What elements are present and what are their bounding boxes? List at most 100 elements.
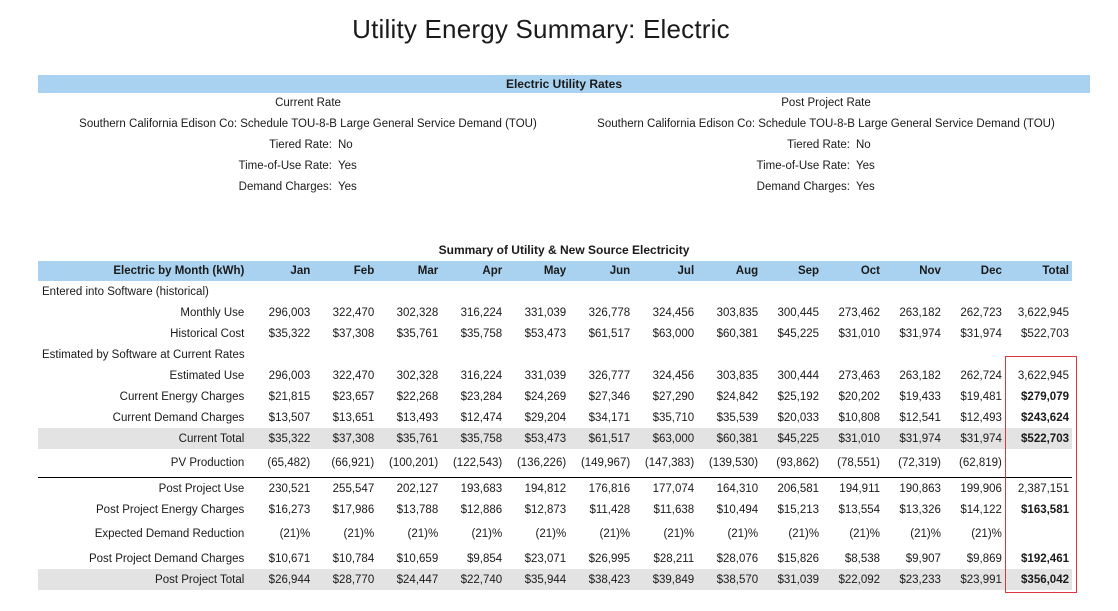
row-label: PV Production <box>170 457 245 469</box>
table-row: Post Project Demand Charges $10,671 $10,78… <box>38 548 1072 569</box>
month-cell: $10,494 <box>716 503 759 516</box>
month-cell: (21)% <box>407 528 439 540</box>
month-cell: 303,835 <box>716 306 759 319</box>
month-cell: 316,224 <box>460 306 503 319</box>
month-cell: 331,039 <box>524 369 567 382</box>
post-tiered-label: Tiered Rate: <box>787 139 850 151</box>
table-row: Historical Cost $35,322 $37,308 $35,761 $35,… <box>38 323 1072 344</box>
month-cell: $35,539 <box>716 411 759 424</box>
month-cell: $38,423 <box>569 569 634 590</box>
total-cell: $163,581 <box>1021 503 1069 516</box>
month-cell: $31,039 <box>761 569 823 590</box>
month-cell: 262,723 <box>960 306 1002 319</box>
month-cell: (122,543) <box>452 457 503 469</box>
column-header-may: May <box>505 261 570 281</box>
month-cell: $63,000 <box>652 327 695 340</box>
month-cell: 190,863 <box>883 477 944 499</box>
total-cell: 3,622,945 <box>1017 369 1069 382</box>
month-cell: 324,456 <box>652 306 695 319</box>
electric-summary-table: Electric by Month (kWh) Jan Feb Mar Apr May Ju… <box>38 261 1072 590</box>
month-cell: $35,322 <box>252 428 314 449</box>
month-cell: $11,428 <box>589 503 631 516</box>
month-cell: $53,473 <box>505 428 570 449</box>
column-header-jan: Jan <box>252 261 314 281</box>
month-cell: (147,383) <box>644 457 695 469</box>
post-tou-rate: Time-of-Use Rate: Yes <box>556 159 1096 180</box>
month-cell: $31,010 <box>838 327 881 340</box>
column-header-nov: Nov <box>883 261 944 281</box>
page-title: Utility Energy Summary: Electric <box>352 14 730 44</box>
month-cell: $35,758 <box>441 428 506 449</box>
month-cell: $23,233 <box>883 569 944 590</box>
total-cell: $522,703 <box>1021 327 1069 340</box>
month-cell: $20,033 <box>777 411 820 424</box>
month-cell: $61,517 <box>569 428 634 449</box>
row-label: Current Demand Charges <box>112 411 245 424</box>
month-cell: $11,638 <box>653 503 695 516</box>
row-label: Expected Demand Reduction <box>94 528 245 540</box>
post-demand-label: Demand Charges: <box>756 181 850 193</box>
month-cell: $28,076 <box>716 552 759 565</box>
month-cell: (139,530) <box>708 457 759 469</box>
month-cell: (100,201) <box>388 457 439 469</box>
month-cell: $12,873 <box>524 503 567 516</box>
month-cell: 302,328 <box>396 369 439 382</box>
month-cell: 326,778 <box>588 306 631 319</box>
month-cell: $35,761 <box>377 428 442 449</box>
month-cell: $19,481 <box>960 390 1002 403</box>
column-header-jun: Jun <box>569 261 634 281</box>
month-cell: $13,788 <box>396 503 439 516</box>
month-cell: 263,182 <box>899 306 941 319</box>
month-cell: $34,171 <box>588 411 631 424</box>
month-cell: 199,906 <box>943 477 1005 499</box>
month-cell: 206,581 <box>761 477 823 499</box>
total-cell <box>1004 449 1072 478</box>
month-cell: $22,092 <box>822 569 884 590</box>
month-cell: $31,010 <box>822 428 884 449</box>
month-cell: 326,777 <box>588 369 631 382</box>
table-row: Post Project Total $26,944 $28,770 $24,447 $… <box>38 569 1072 590</box>
total-cell: $522,703 <box>1004 428 1072 449</box>
month-cell: $19,433 <box>899 390 941 403</box>
table-row: PV Production (65,482) (66,921) (100,201) (1… <box>38 449 1072 478</box>
current-demand-label: Demand Charges: <box>238 181 332 193</box>
row-label: Estimated Use <box>169 369 245 382</box>
month-cell: $35,322 <box>268 327 311 340</box>
month-cell: (62,819) <box>959 457 1002 469</box>
section-row: Entered into Software (historical) <box>38 281 1072 302</box>
month-cell: $31,974 <box>943 428 1005 449</box>
post-rate-schedule: Southern California Edison Co: Schedule … <box>597 118 1055 130</box>
row-label: Post Project Energy Charges <box>96 503 245 516</box>
section-label: Entered into Software (historical) <box>42 285 209 298</box>
column-header-dec: Dec <box>943 261 1005 281</box>
month-cell: 263,182 <box>899 369 941 382</box>
month-cell: 322,470 <box>332 306 375 319</box>
month-cell: 273,463 <box>838 369 881 382</box>
month-cell: 176,816 <box>569 477 634 499</box>
month-cell: (149,967) <box>580 457 631 469</box>
month-cell: 255,547 <box>313 477 378 499</box>
table-row: Post Project Use 230,521 255,547 202,127 193… <box>38 477 1072 499</box>
month-cell: $37,308 <box>313 428 378 449</box>
post-demand-value: Yes <box>856 181 875 193</box>
month-cell: $31,974 <box>899 327 941 340</box>
month-cell: $27,290 <box>652 390 695 403</box>
column-header-mar: Mar <box>377 261 442 281</box>
month-cell: $35,761 <box>396 327 439 340</box>
month-cell: $12,886 <box>460 503 503 516</box>
month-cell: $10,671 <box>268 552 311 565</box>
month-cell: $35,944 <box>505 569 570 590</box>
month-cell: $9,869 <box>966 552 1002 565</box>
month-cell: $23,284 <box>460 390 503 403</box>
month-cell: $21,815 <box>268 390 311 403</box>
month-cell: $15,826 <box>777 552 820 565</box>
column-header-jul: Jul <box>633 261 698 281</box>
month-cell: $39,849 <box>633 569 698 590</box>
month-cell: (21)% <box>343 528 375 540</box>
column-header-feb: Feb <box>313 261 378 281</box>
month-cell: $37,308 <box>332 327 375 340</box>
table-row: Estimated Use 296,003 322,470 302,328 316,22… <box>38 365 1072 386</box>
table-body: Entered into Software (historical) Monthl… <box>38 281 1072 590</box>
month-cell: $13,507 <box>268 411 311 424</box>
summary-title: Summary of Utility & New Source Electric… <box>438 243 690 257</box>
